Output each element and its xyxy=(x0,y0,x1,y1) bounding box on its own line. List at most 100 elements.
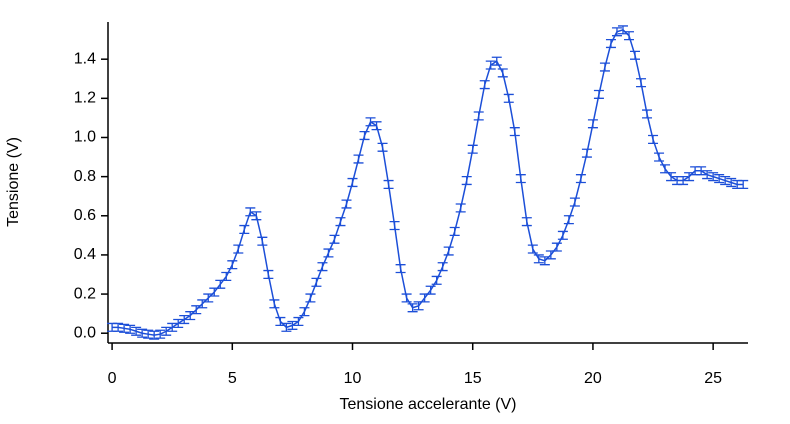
error-bar xyxy=(365,117,376,127)
error-bar xyxy=(179,314,190,325)
error-bar xyxy=(557,230,568,240)
error-bar xyxy=(726,177,737,188)
error-bar xyxy=(401,293,412,303)
error-bar xyxy=(269,299,280,309)
error-bar xyxy=(473,111,484,121)
error-bar xyxy=(696,166,707,176)
error-bar xyxy=(630,50,641,60)
y-tick-label: 0.0 xyxy=(74,324,96,341)
error-bar xyxy=(491,56,502,66)
error-bar xyxy=(371,121,382,131)
x-tick-label: 20 xyxy=(584,370,602,387)
error-bar xyxy=(419,293,430,303)
error-bar xyxy=(575,174,586,184)
error-bar xyxy=(605,38,616,49)
error-bar xyxy=(185,311,196,321)
error-bar xyxy=(479,80,490,90)
x-tick-label: 15 xyxy=(464,370,482,387)
error-bar xyxy=(503,93,514,103)
error-bar xyxy=(119,323,130,333)
error-bar xyxy=(377,142,388,152)
error-bar xyxy=(125,324,136,334)
error-bar xyxy=(329,234,340,244)
error-bar xyxy=(521,217,532,227)
error-bar xyxy=(131,326,142,336)
y-tick-label: 0.6 xyxy=(74,207,96,224)
error-bar xyxy=(533,254,544,264)
error-bar xyxy=(389,220,400,231)
y-axis-label: Tensione (V) xyxy=(5,137,22,227)
error-bar xyxy=(449,226,460,236)
error-bar xyxy=(720,175,731,186)
error-bar xyxy=(437,262,448,272)
error-bar xyxy=(299,307,310,317)
error-bar xyxy=(527,244,538,254)
error-bar xyxy=(593,89,604,99)
data-line xyxy=(112,28,744,336)
error-bar xyxy=(203,293,214,303)
error-bar xyxy=(167,322,178,332)
error-bar xyxy=(425,285,436,295)
error-bar xyxy=(569,197,580,207)
error-bar xyxy=(173,318,184,328)
error-bar xyxy=(395,264,406,274)
error-bar xyxy=(611,27,622,37)
error-bar xyxy=(617,25,628,35)
error-bar xyxy=(708,172,719,182)
x-tick-label: 0 xyxy=(108,370,117,387)
error-bar xyxy=(215,279,226,289)
error-bar xyxy=(281,322,292,332)
error-bar xyxy=(581,148,592,158)
error-bar xyxy=(702,170,713,180)
y-tick-label: 1.4 xyxy=(74,50,96,67)
error-bar xyxy=(684,172,695,182)
error-bar xyxy=(347,177,358,188)
error-bar xyxy=(197,299,208,309)
error-bar xyxy=(233,244,244,254)
x-tick-label: 10 xyxy=(344,370,362,387)
error-bar xyxy=(738,179,749,190)
error-bar xyxy=(311,277,322,287)
error-bar xyxy=(654,152,665,162)
error-bar xyxy=(443,246,454,256)
error-bar xyxy=(359,130,370,141)
x-tick-label: 5 xyxy=(228,370,237,387)
error-bar xyxy=(317,262,328,272)
error-bar xyxy=(293,316,304,327)
error-bar xyxy=(455,203,466,213)
error-bar xyxy=(161,326,172,336)
error-bar xyxy=(497,68,508,78)
error-bar xyxy=(227,260,238,270)
error-bar xyxy=(642,109,653,119)
error-bar xyxy=(515,174,526,184)
y-tick-label: 1.2 xyxy=(74,90,96,107)
error-bar xyxy=(539,256,550,266)
error-bar xyxy=(660,164,671,174)
error-bar xyxy=(191,305,202,315)
x-axis-label: Tensione accelerante (V) xyxy=(340,396,517,413)
error-bar xyxy=(335,217,346,227)
error-bar xyxy=(305,293,316,303)
error-bar xyxy=(407,303,418,313)
error-bar xyxy=(245,207,256,217)
error-bar xyxy=(287,320,298,330)
error-bar xyxy=(587,119,598,129)
error-bar xyxy=(275,316,286,327)
error-bar xyxy=(113,322,124,332)
error-bar xyxy=(413,301,424,311)
error-bar xyxy=(599,62,610,72)
error-bar xyxy=(263,269,274,280)
error-bar xyxy=(648,134,659,145)
error-bar xyxy=(636,78,647,88)
error-bar xyxy=(666,172,677,182)
error-bar xyxy=(257,236,268,246)
error-bar xyxy=(563,215,574,225)
error-bar xyxy=(341,199,352,209)
error-bar xyxy=(239,224,250,235)
error-bar xyxy=(155,329,166,339)
error-bar xyxy=(143,329,154,339)
error-bar xyxy=(431,275,442,285)
y-tick-label: 0.4 xyxy=(74,246,96,263)
